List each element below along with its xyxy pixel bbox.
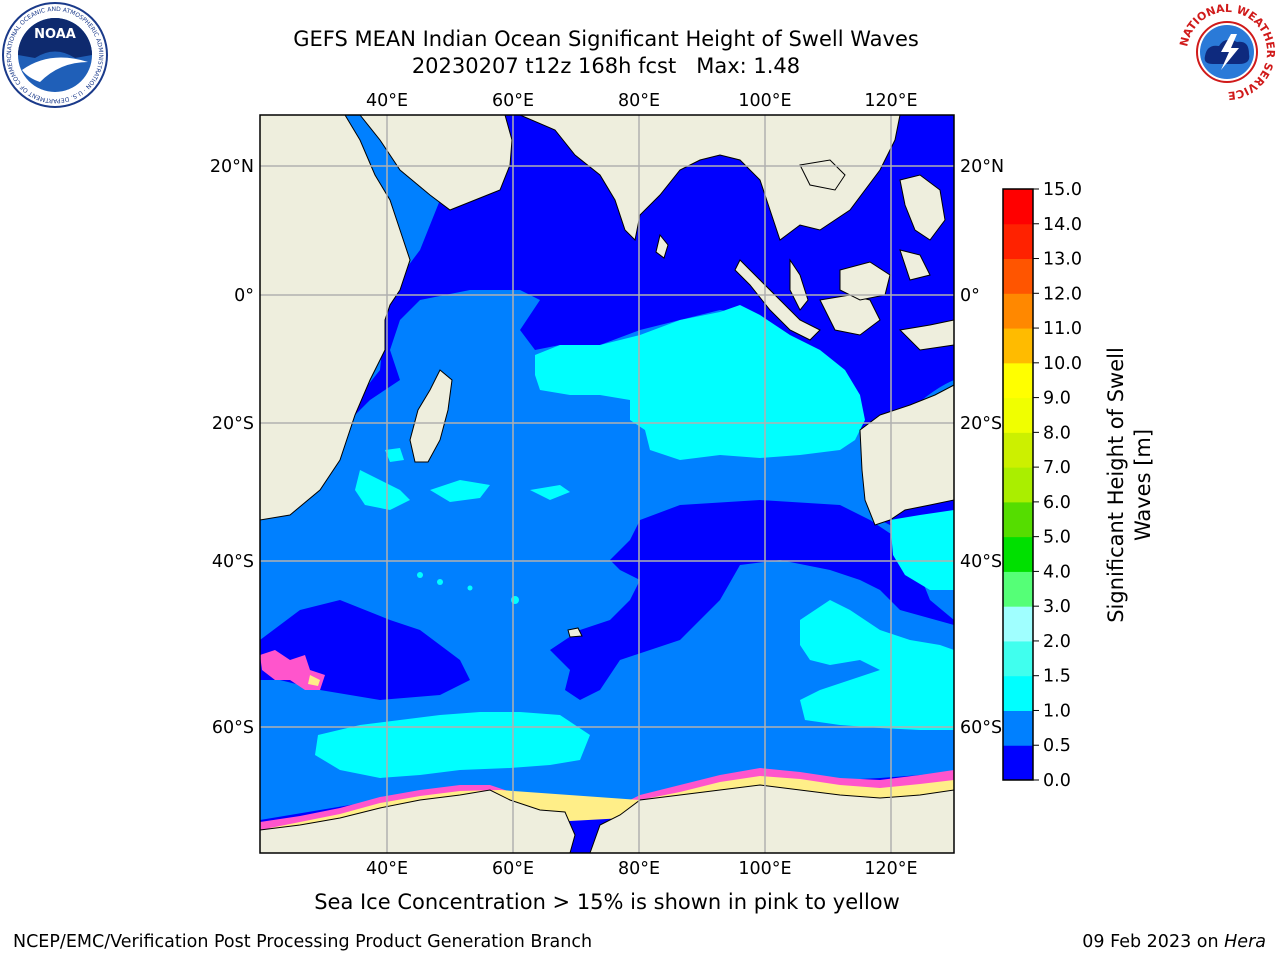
- noaa-logo: NATIONAL OCEANIC AND ATMOSPHERIC ADMINIS…: [0, 0, 108, 108]
- lat-tick-label: 40°S: [960, 552, 1002, 572]
- lat-ticks-right: 20°N 0° 20°S 40°S 60°S: [960, 157, 1004, 738]
- lon-ticks-bottom: 40°E 60°E 80°E 100°E 120°E: [366, 859, 918, 879]
- colorbar-tick-label: 11.0: [1043, 319, 1082, 339]
- colorbar-tick-label: 1.0: [1043, 701, 1071, 721]
- colorbar-segment: [1003, 293, 1033, 329]
- swell-band-1.0-1.5: [315, 305, 954, 778]
- colorbar-tick-label: 7.0: [1043, 458, 1071, 478]
- lon-tick-label: 60°E: [492, 91, 534, 111]
- colorbar-tick-label: 8.0: [1043, 423, 1071, 443]
- colorbar-ticks: 0.0 0.5 1.0 1.5 2.0 3.0 4.0 5.0 6.0 7.0 8.0 9.0 10.0…: [1033, 180, 1082, 791]
- colorbar-segment: [1003, 189, 1033, 225]
- colorbar-label-2: Waves [m]: [1131, 429, 1155, 541]
- colorbar-segment: [1003, 640, 1033, 677]
- colorbar-segment: [1003, 501, 1033, 538]
- sea-ice-note: Sea Ice Concentration > 15% is shown in …: [314, 890, 900, 914]
- colorbar-label-1: Significant Height of Swell: [1104, 347, 1128, 623]
- colorbar-tick-label: 6.0: [1043, 493, 1071, 513]
- colorbar-segment: [1003, 675, 1033, 711]
- lat-tick-label: 20°S: [212, 414, 254, 434]
- colorbar-tick-label: 1.5: [1043, 667, 1071, 687]
- lon-tick-label: 80°E: [618, 91, 660, 111]
- svg-text:NOAA: NOAA: [34, 27, 76, 42]
- colorbar-segment: [1003, 710, 1033, 746]
- lat-tick-label: 20°S: [960, 414, 1002, 434]
- lat-tick-label: 60°S: [212, 718, 254, 738]
- lon-tick-label: 100°E: [738, 91, 791, 111]
- colorbar-tick-label: 10.0: [1043, 354, 1082, 374]
- lon-ticks-top: 40°E 60°E 80°E 100°E 120°E: [366, 91, 918, 111]
- land-masses: [260, 115, 954, 853]
- lon-tick-label: 100°E: [738, 859, 791, 879]
- colorbar-tick-label: 0.5: [1043, 736, 1071, 756]
- map-area: [260, 115, 954, 853]
- colorbar-tick-label: 12.0: [1043, 284, 1082, 304]
- lat-tick-label: 40°S: [212, 552, 254, 572]
- chart-title: GEFS MEAN Indian Ocean Significant Heigh…: [0, 26, 1212, 80]
- colorbar: [1002, 188, 1034, 781]
- colorbar-tick-label: 2.0: [1043, 632, 1071, 652]
- date-text: 09 Feb 2023 on: [1082, 932, 1225, 952]
- colorbar-segment: [1003, 258, 1033, 294]
- colorbar-segment: [1003, 432, 1033, 468]
- colorbar-segment: [1003, 223, 1033, 260]
- colorbar-tick-label: 15.0: [1043, 180, 1082, 200]
- colorbar-segment: [1003, 467, 1033, 503]
- lon-tick-label: 120°E: [864, 91, 917, 111]
- title-line-2: 20230207 t12z 168h fcst Max: 1.48: [411, 54, 801, 78]
- colorbar-segment: [1003, 571, 1033, 607]
- lon-tick-label: 120°E: [864, 859, 917, 879]
- title-line-1: GEFS MEAN Indian Ocean Significant Heigh…: [293, 27, 919, 51]
- lat-tick-label: 60°S: [960, 718, 1002, 738]
- colorbar-tick-label: 3.0: [1043, 597, 1071, 617]
- lon-tick-label: 40°E: [366, 91, 408, 111]
- map-grid: [260, 115, 954, 853]
- colorbar-tick-label: 0.0: [1043, 771, 1071, 791]
- lat-tick-label: 0°: [960, 286, 980, 306]
- lat-ticks-left: 20°N 0° 20°S 40°S 60°S: [210, 157, 254, 738]
- lon-tick-label: 40°E: [366, 859, 408, 879]
- colorbar-segment: [1003, 536, 1033, 572]
- colorbar-segment: [1003, 362, 1033, 399]
- date-credit: 09 Feb 2023 on Hera: [1082, 932, 1266, 952]
- branch-credit: NCEP/EMC/Verification Post Processing Pr…: [13, 932, 593, 952]
- colorbar-tick-label: 13.0: [1043, 250, 1082, 270]
- colorbar-frame: [1002, 188, 1034, 781]
- colorbar-segment: [1003, 606, 1033, 642]
- lat-tick-label: 0°: [234, 286, 254, 306]
- colorbar-segment: [1003, 328, 1033, 364]
- colorbar-tick-label: 9.0: [1043, 389, 1071, 409]
- lon-tick-label: 60°E: [492, 859, 534, 879]
- colorbar-tick-label: 4.0: [1043, 562, 1071, 582]
- host-name: Hera: [1224, 932, 1266, 952]
- colorbar-segment: [1003, 745, 1033, 781]
- colorbar-tick-label: 14.0: [1043, 215, 1082, 235]
- lat-tick-label: 20°N: [960, 157, 1004, 177]
- colorbar-segment: [1003, 397, 1033, 433]
- nws-logo: NATIONAL WEATHER SERVICE: [1177, 2, 1277, 102]
- lon-tick-label: 80°E: [618, 859, 660, 879]
- colorbar-tick-label: 5.0: [1043, 528, 1071, 548]
- map-frame: [259, 114, 955, 854]
- lat-tick-label: 20°N: [210, 157, 254, 177]
